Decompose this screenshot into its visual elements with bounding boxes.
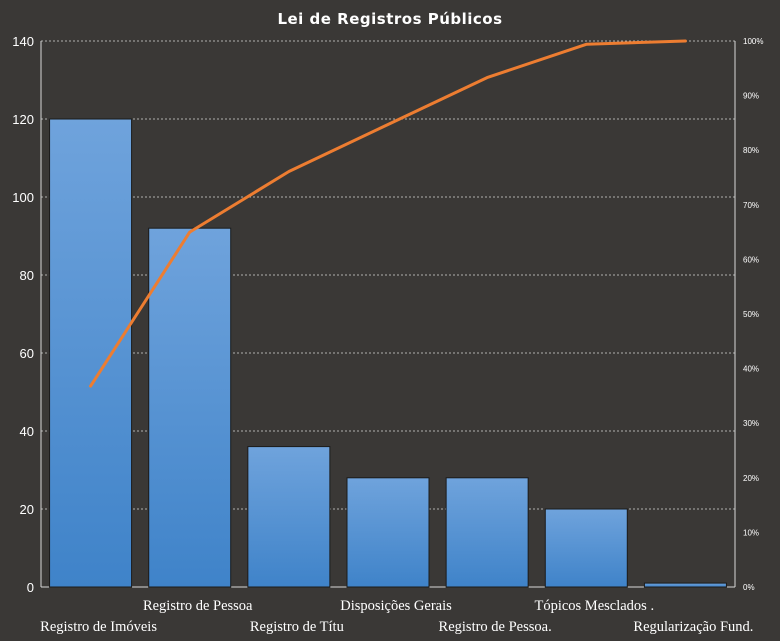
y2-tick-label: 0%	[743, 583, 755, 592]
bars	[49, 118, 727, 588]
y-tick-label: 100	[12, 190, 34, 205]
bar	[445, 477, 529, 588]
y2-tick-label: 30%	[743, 419, 759, 428]
y2-tick-label: 50%	[743, 310, 759, 319]
bar	[247, 446, 331, 588]
cumulative-point	[288, 170, 290, 172]
category-labels: Registro de Imóveis Registro de Pessoa Reg…	[40, 598, 753, 635]
left-axis-ticks: 0 20 40 60 80 100 120 140	[12, 34, 34, 595]
category-label: Registro de Pessoa	[143, 598, 253, 614]
y2-tick-label: 60%	[743, 255, 759, 264]
category-label: Registro de Títu	[250, 619, 344, 635]
cumulative-point	[486, 77, 488, 79]
cumulative-point	[189, 231, 191, 233]
y-tick-label: 0	[27, 580, 34, 595]
y-tick-label: 20	[20, 502, 34, 517]
y-tick-label: 120	[12, 112, 34, 127]
cumulative-line	[89, 39, 687, 388]
right-axis-ticks: 0% 10% 20% 30% 40% 50% 60% 70% 80% 90% 100%	[743, 37, 763, 592]
category-label: Tópicos Mesclados .	[534, 598, 654, 614]
bar	[49, 118, 133, 588]
category-label: Registro de Imóveis	[40, 619, 157, 635]
cumulative-point	[387, 124, 389, 126]
y2-tick-label: 70%	[743, 201, 759, 210]
category-label: Registro de Pessoa.	[439, 619, 552, 635]
y2-tick-label: 20%	[743, 474, 759, 483]
bar	[544, 508, 628, 588]
cumulative-point	[684, 40, 686, 42]
y2-tick-label: 80%	[743, 146, 759, 155]
y2-tick-label: 90%	[743, 92, 759, 101]
y2-tick-label: 40%	[743, 365, 759, 374]
bar	[346, 477, 430, 588]
cumulative-point	[585, 43, 587, 45]
chart-title: Lei de Registros Públicos	[277, 10, 502, 28]
y-tick-label: 60	[20, 346, 34, 361]
category-label: Regularização Fund.	[633, 619, 753, 635]
y2-tick-label: 100%	[743, 37, 763, 46]
category-label: Disposições Gerais	[340, 598, 452, 614]
y-tick-label: 80	[20, 268, 34, 283]
cumulative-point	[90, 385, 92, 387]
bar	[148, 227, 232, 588]
y2-tick-label: 10%	[743, 528, 759, 537]
y-tick-label: 140	[12, 34, 34, 49]
bar	[643, 582, 727, 588]
y-tick-label: 40	[20, 424, 34, 439]
